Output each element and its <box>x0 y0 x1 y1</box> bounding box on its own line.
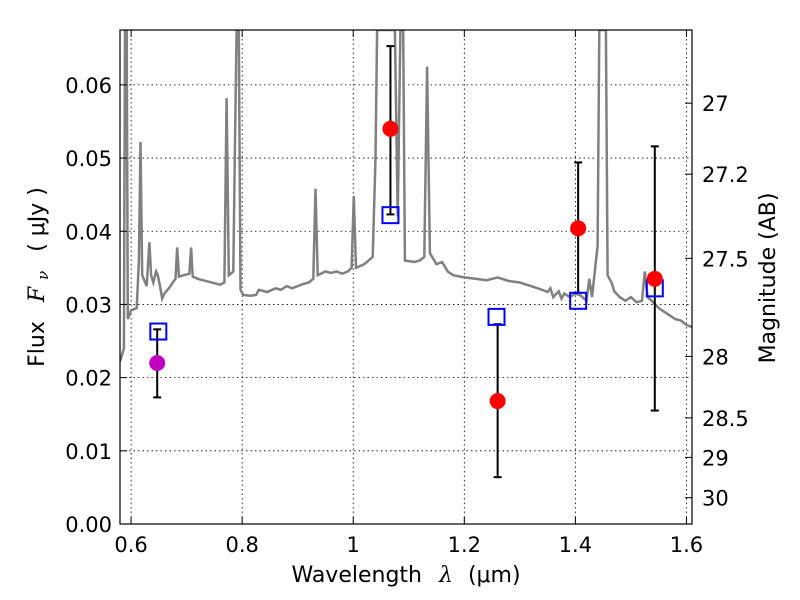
detection-point <box>570 220 587 237</box>
x-axis-label-unit: (μm) <box>468 563 521 588</box>
y2-tick-label: 28 <box>702 345 729 369</box>
y2-axis-label: Magnitude (AB) <box>756 193 781 364</box>
x-tick-label: 1.6 <box>670 533 703 557</box>
y-tick-label: 0.03 <box>65 293 112 317</box>
y-tick-label: 0.05 <box>65 147 112 171</box>
y2-tick-label: 27.2 <box>702 163 749 187</box>
detection-point <box>646 270 663 287</box>
model-square-marker <box>149 322 168 341</box>
spectrum-line <box>120 30 692 362</box>
detection-point <box>489 393 506 410</box>
y-tick-label: 0.01 <box>65 440 112 464</box>
y2-tick-label: 27.5 <box>702 247 749 271</box>
y-axis-label: Flux F ν ( μJy ) <box>25 187 54 367</box>
axes: 0.6 0.8 1 1.2 1.4 1.6 0.00 0.01 0.02 0.03 0.04 0.05… <box>65 30 749 557</box>
y-axis-label-subscript: ν <box>34 271 52 280</box>
model-square-marker <box>381 206 400 225</box>
highlight-point <box>149 354 166 371</box>
detection-point <box>382 120 399 137</box>
x-tick-label: 1.4 <box>559 533 592 557</box>
plot-area <box>120 30 692 479</box>
x-axis-label: Wavelength λ (μm) <box>291 563 520 588</box>
y-axis-label-symbol: F <box>25 286 50 303</box>
plot-frame <box>119 29 693 525</box>
y2-tick-label: 27 <box>702 92 729 116</box>
x-axis-label-symbol: λ <box>438 563 453 588</box>
y-tick-label: 0.06 <box>65 74 112 98</box>
y-tick-label: 0.04 <box>65 220 112 244</box>
x-axis-label-prefix: Wavelength <box>291 563 422 588</box>
y2-tick-label: 30 <box>702 487 729 511</box>
y2-tick-label: 29 <box>702 446 729 470</box>
y2-tick-label: 28.5 <box>702 407 749 431</box>
x-tick-label: 0.8 <box>225 533 258 557</box>
y-axis-label-unit: ( μJy ) <box>25 187 50 252</box>
x-tick-label: 0.6 <box>114 533 147 557</box>
x-tick-label: 1 <box>347 533 360 557</box>
model-square-marker <box>569 291 588 310</box>
x-tick-label: 1.2 <box>448 533 481 557</box>
y-axis-label-prefix: Flux <box>25 321 50 367</box>
markers <box>149 120 664 410</box>
model-square-marker <box>487 307 506 326</box>
y-tick-label: 0.00 <box>65 513 112 537</box>
y-tick-label: 0.02 <box>65 367 112 391</box>
